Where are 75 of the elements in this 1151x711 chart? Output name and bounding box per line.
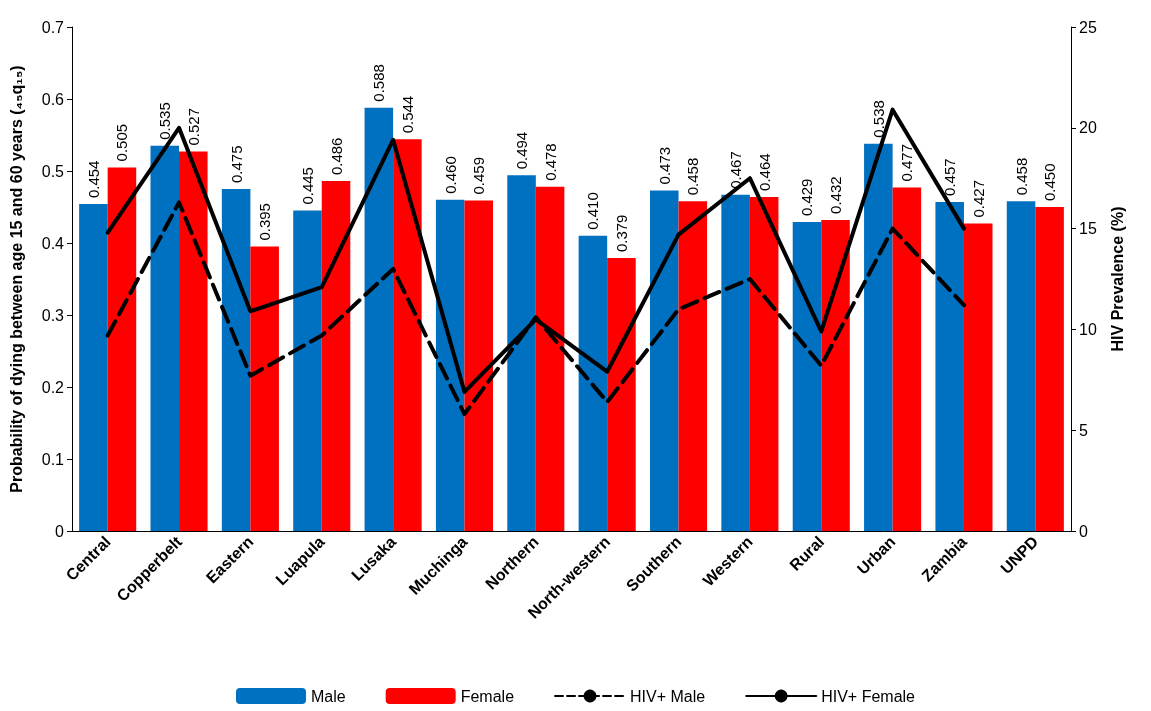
bar — [293, 210, 322, 531]
bar — [607, 258, 636, 531]
y-tick-label: 0.3 — [41, 306, 65, 324]
data-label: 0.458 — [1012, 157, 1030, 196]
bar — [79, 204, 108, 531]
y2-tick-label: 10 — [1079, 320, 1097, 338]
data-label: 0.494 — [513, 131, 531, 170]
bar — [150, 145, 180, 531]
y-tick-label: 0.2 — [41, 378, 65, 396]
data-label: 0.505 — [113, 123, 131, 162]
bar — [749, 196, 779, 531]
bar — [179, 151, 208, 531]
bar — [792, 222, 822, 531]
data-label: 0.464 — [755, 153, 773, 191]
y2-tick-label: 25 — [1079, 18, 1097, 36]
y-tick-label: 0.6 — [41, 90, 65, 108]
data-label: 0.477 — [898, 144, 916, 182]
bar — [578, 235, 608, 531]
data-label: 0.445 — [298, 167, 316, 205]
bar — [321, 181, 351, 531]
data-label: 0.460 — [441, 156, 459, 194]
data-label: 0.538 — [869, 100, 887, 138]
y-tick-label: 0.5 — [41, 162, 65, 180]
data-label: 0.427 — [969, 180, 987, 218]
data-label: 0.432 — [827, 176, 845, 214]
y2-tick-label: 5 — [1079, 421, 1088, 439]
bar — [535, 186, 565, 531]
y2-tick-label: 20 — [1079, 119, 1097, 137]
data-label: 0.588 — [370, 64, 388, 102]
data-label: 0.457 — [941, 158, 959, 196]
data-label: 0.535 — [156, 102, 174, 140]
bar — [221, 189, 251, 531]
y-tick-label: 0.1 — [41, 450, 65, 468]
data-label: 0.475 — [227, 145, 245, 183]
bar — [935, 201, 964, 531]
legend-label: Female — [460, 687, 515, 705]
data-label: 0.429 — [798, 178, 816, 217]
y-axis-title: Probability of dying between age 15 and 60 years (₄₅q₁₅) — [7, 65, 25, 493]
bar — [864, 143, 893, 531]
bar — [821, 219, 850, 531]
y-tick-label: 0.7 — [41, 18, 65, 36]
data-label: 0.410 — [584, 192, 602, 230]
data-label: 0.473 — [655, 146, 673, 185]
bar — [1006, 201, 1036, 531]
data-label: 0.527 — [184, 108, 202, 146]
data-label: 0.486 — [327, 137, 345, 176]
data-label: 0.379 — [612, 214, 630, 253]
data-label: 0.478 — [541, 143, 559, 181]
bar — [364, 107, 394, 531]
y2-tick-label: 0 — [1079, 522, 1088, 540]
bar — [678, 201, 708, 531]
data-label: 0.458 — [684, 157, 702, 196]
bar — [892, 187, 922, 531]
data-label: 0.459 — [470, 156, 488, 195]
data-label: 0.450 — [1041, 163, 1059, 201]
bar — [721, 194, 750, 531]
data-label: 0.395 — [256, 203, 274, 241]
bar — [464, 200, 494, 531]
bar — [963, 223, 993, 531]
bar — [250, 246, 279, 531]
data-label: 0.454 — [84, 160, 102, 199]
legend-label: Male — [311, 687, 346, 705]
legend-label: HIV+ Male — [630, 687, 706, 705]
data-label: 0.544 — [398, 95, 416, 134]
bar — [435, 199, 465, 531]
y2-axis-title: HIV Prevalence (%) — [1108, 206, 1126, 352]
y-tick-label: 0 — [55, 522, 65, 540]
y-tick-label: 0.4 — [41, 234, 65, 252]
legend-label: HIV+ Female — [821, 687, 916, 705]
y2-tick-label: 15 — [1079, 220, 1097, 238]
bar — [393, 139, 422, 531]
bar — [649, 190, 679, 531]
bar — [107, 167, 137, 531]
bar — [507, 175, 536, 531]
bar — [1035, 207, 1064, 531]
